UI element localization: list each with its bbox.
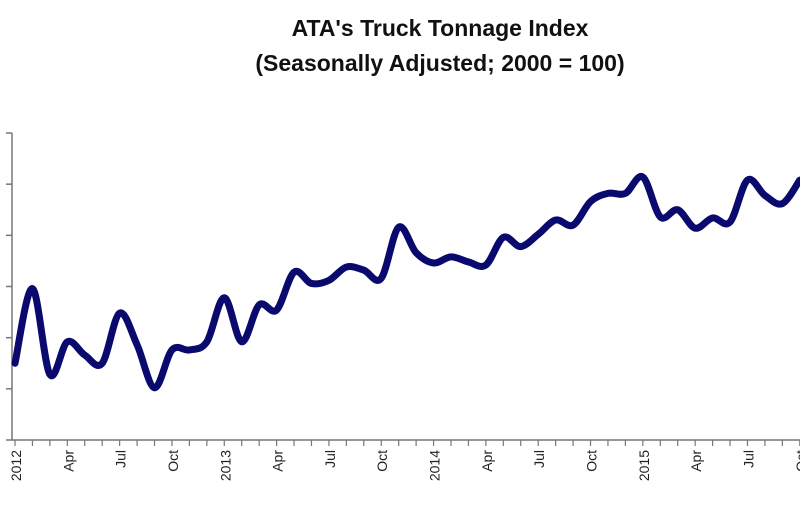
x-tick-label: Jul: [740, 450, 756, 468]
chart-title: ATA's Truck Tonnage Index: [291, 15, 589, 41]
x-tick-label: Apr: [270, 450, 286, 472]
x-tick-label: Oct: [793, 450, 800, 472]
x-tick-label: 2015: [636, 450, 652, 481]
x-tick-label: Jul: [531, 450, 547, 468]
x-tick-label: Apr: [60, 450, 76, 472]
tonnage-index-line: [11, 172, 800, 392]
x-tick-label: Jul: [322, 450, 338, 468]
x-tick-label: 2013: [217, 450, 233, 481]
x-tick-label: Oct: [165, 450, 181, 472]
x-tick-label: Oct: [584, 450, 600, 472]
x-tick-label: Apr: [479, 450, 495, 472]
x-tick-label: Oct: [374, 450, 390, 472]
x-tick-label: 2014: [427, 450, 443, 481]
x-tick-label: Jul: [113, 450, 129, 468]
x-tick-label: Apr: [688, 450, 704, 472]
chart-subtitle: (Seasonally Adjusted; 2000 = 100): [255, 50, 625, 76]
x-tick-label: 2012: [8, 450, 24, 481]
